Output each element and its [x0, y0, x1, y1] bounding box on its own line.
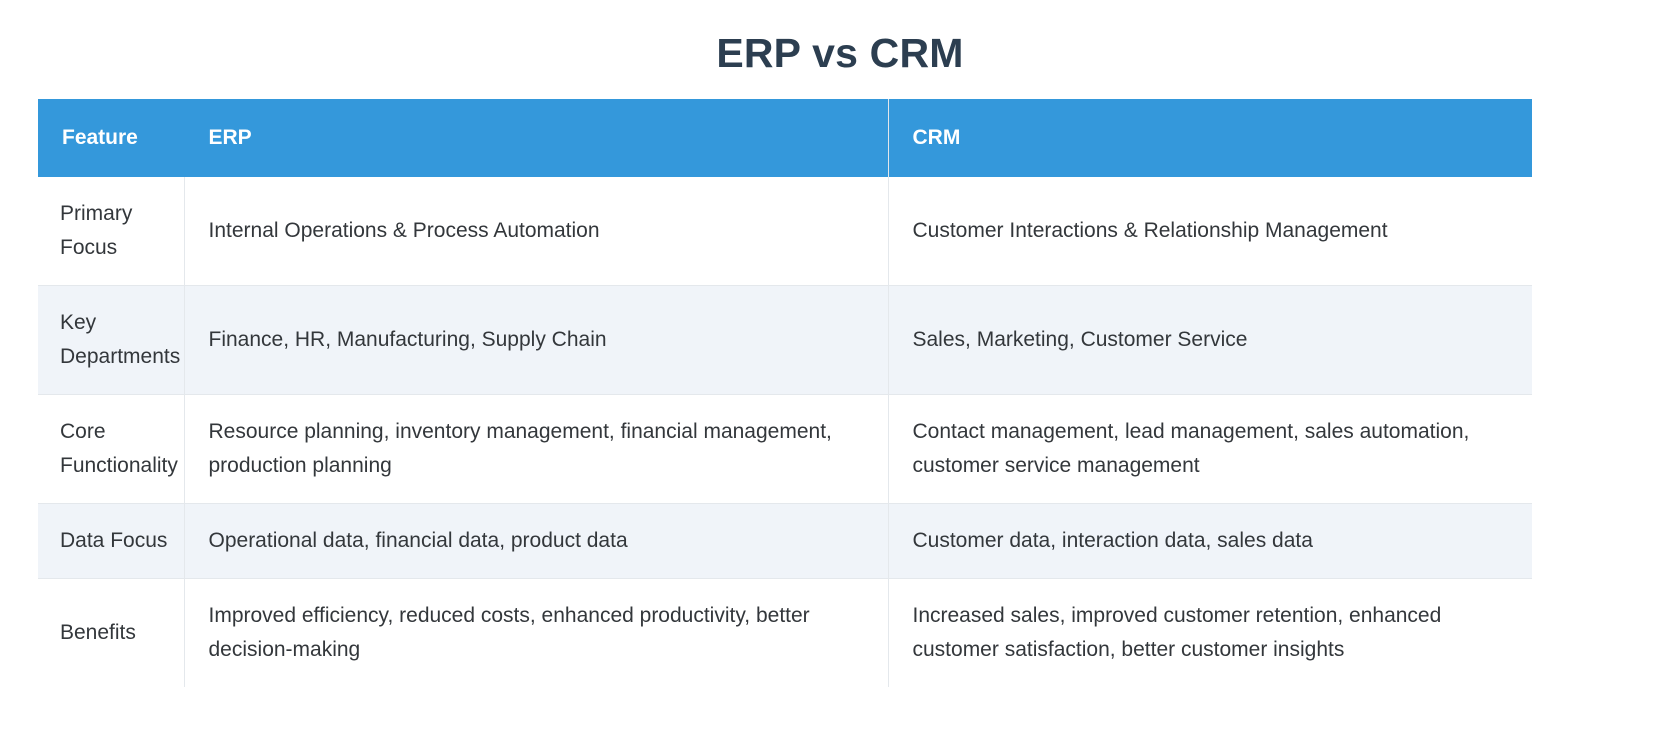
column-header-feature: Feature — [38, 99, 184, 177]
table-row: Key Departments Finance, HR, Manufacturi… — [38, 285, 1532, 396]
table-row: Data Focus Operational data, financial d… — [38, 503, 1532, 580]
cell-erp: Resource planning, inventory management,… — [184, 394, 889, 505]
cell-erp: Finance, HR, Manufacturing, Supply Chain — [184, 285, 889, 396]
page-title: ERP vs CRM — [716, 30, 964, 76]
cell-feature: Primary Focus — [38, 177, 185, 287]
cell-crm: Customer Interactions & Relationship Man… — [888, 177, 1532, 287]
cell-erp: Improved efficiency, reduced costs, enha… — [184, 578, 889, 688]
table-body: Primary Focus Internal Operations & Proc… — [38, 177, 1532, 688]
table-row: Benefits Improved efficiency, reduced co… — [38, 578, 1532, 688]
table-row: Primary Focus Internal Operations & Proc… — [38, 177, 1532, 287]
cell-feature: Core Functionality — [38, 394, 185, 505]
table-header-row: Feature ERP CRM — [38, 99, 1532, 177]
cell-erp: Operational data, financial data, produc… — [184, 503, 889, 580]
column-header-erp: ERP — [183, 99, 888, 177]
cell-crm: Increased sales, improved customer reten… — [888, 578, 1532, 688]
table-header: Feature ERP CRM — [38, 99, 1532, 177]
cell-feature: Key Departments — [38, 285, 185, 396]
cell-feature: Benefits — [38, 578, 185, 688]
cell-crm: Sales, Marketing, Customer Service — [888, 285, 1532, 396]
erp-vs-crm-table: Feature ERP CRM Primary Focus Internal O… — [38, 99, 1532, 688]
column-header-crm: CRM — [887, 99, 1532, 177]
cell-crm: Customer data, interaction data, sales d… — [888, 503, 1532, 580]
cell-feature: Data Focus — [38, 503, 185, 580]
cell-crm: Contact management, lead management, sal… — [888, 394, 1532, 505]
comparison-table-container: Feature ERP CRM Primary Focus Internal O… — [38, 99, 1532, 688]
table-row: Core Functionality Resource planning, in… — [38, 394, 1532, 505]
cell-erp: Internal Operations & Process Automation — [184, 177, 889, 287]
